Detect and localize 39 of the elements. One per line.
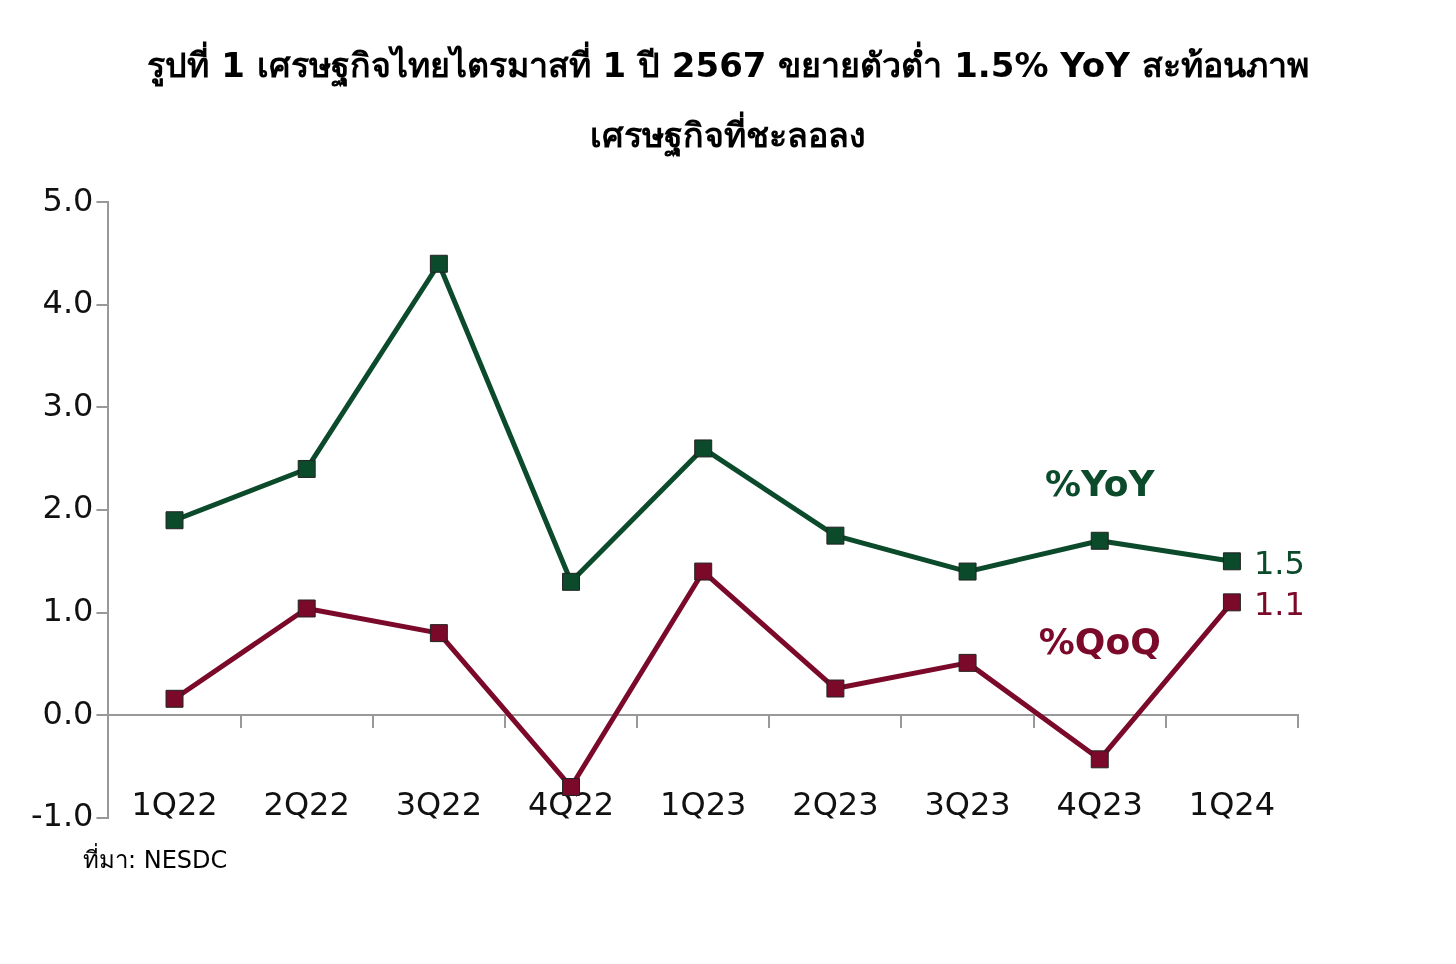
y-tick-label: 5.0 (42, 180, 94, 219)
point (165, 511, 184, 530)
series-label: %YoY (1044, 462, 1156, 504)
x-tick-label: 4Q23 (1056, 784, 1143, 823)
point (429, 254, 448, 273)
x-tick-label: 1Q22 (131, 784, 218, 823)
data-label: 1.5 (1253, 543, 1305, 582)
x-tick-label: 2Q22 (263, 784, 350, 823)
text: ที่มา: NESDC (83, 842, 229, 876)
y-tick-label: 4.0 (42, 283, 94, 322)
point (165, 689, 184, 708)
point (826, 679, 845, 698)
x-tick-label: 4Q22 (527, 784, 615, 823)
point (297, 599, 316, 618)
point (1090, 750, 1109, 769)
x-tick-label: 1Q24 (1188, 784, 1276, 823)
point (1090, 531, 1109, 550)
point (958, 562, 977, 581)
point (429, 624, 448, 643)
point (297, 459, 316, 478)
point (958, 653, 977, 672)
data-label: 1.1 (1253, 584, 1305, 623)
point (562, 572, 581, 591)
point (694, 439, 713, 458)
series-label: %QoQ (1038, 620, 1161, 662)
point (1222, 593, 1241, 612)
y-tick-label: 2.0 (42, 488, 94, 527)
y-tick-label: 3.0 (42, 385, 94, 424)
x-tick-label: 3Q23 (924, 784, 1011, 823)
y-tick-label: 0.0 (42, 693, 94, 732)
chart-title: รูปที่ 1 เศรษฐกิจไทยไตรมาสที่ 1 ปี 2567 ขยายตัวต่ำ 1.5% YoY สะท้อนภาพเศรษฐกิจที่ชะลอลง (146, 40, 1310, 159)
x-tick-label: 1Q23 (660, 784, 747, 823)
point (1222, 552, 1241, 571)
y-tick-label: -1.0 (31, 796, 94, 835)
point (826, 526, 845, 545)
point (694, 562, 713, 581)
y-tick-label: 1.0 (42, 590, 94, 629)
x-tick-label: 2Q23 (792, 784, 879, 823)
x-tick-label: 3Q22 (395, 784, 482, 823)
